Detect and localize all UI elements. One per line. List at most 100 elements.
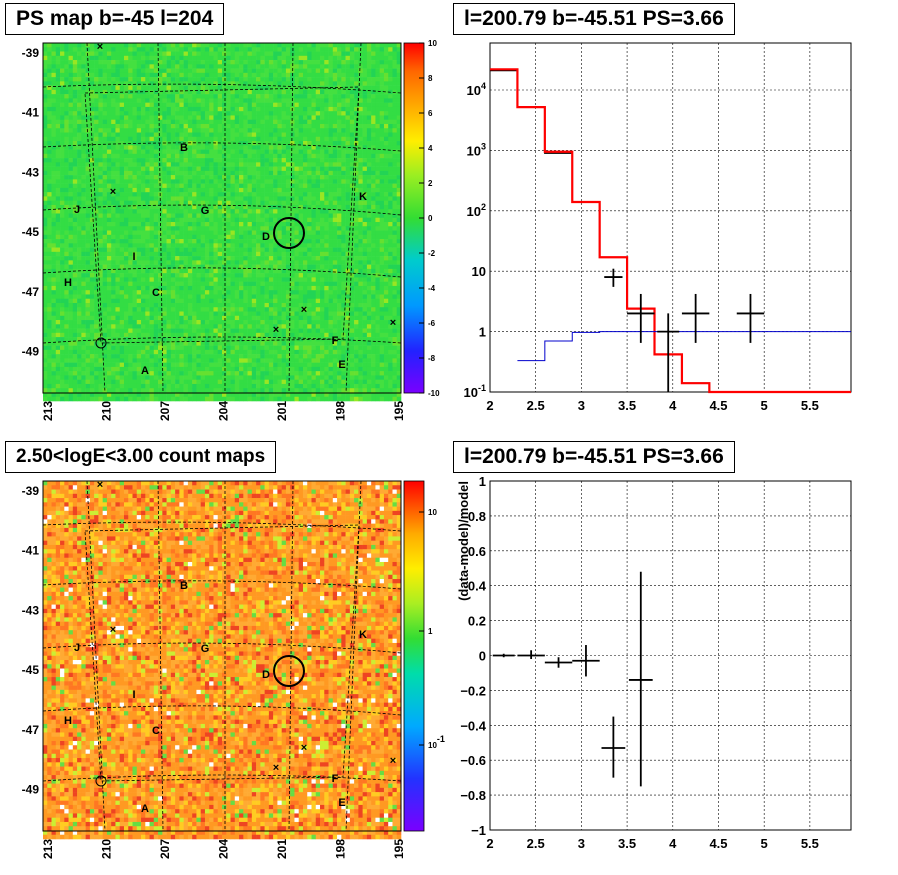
map-pixel [115, 383, 121, 389]
map-pixel [51, 337, 57, 342]
map-pixel [128, 388, 133, 393]
map-pixel [264, 392, 270, 398]
map-pixel [106, 55, 112, 61]
map-pixel [166, 392, 172, 398]
map-pixel [209, 64, 214, 69]
map-pixel [145, 72, 150, 78]
map-pixel [81, 89, 86, 95]
map-pixel [162, 362, 167, 368]
map-pixel [60, 337, 65, 342]
map-pixel [209, 111, 214, 116]
map-pixel [55, 77, 61, 82]
map-pixel [234, 366, 240, 372]
map-pixel [149, 94, 155, 99]
map-pixel [290, 89, 295, 95]
map-pixel [162, 166, 167, 172]
map-pixel [162, 204, 167, 210]
map-pixel [128, 102, 133, 108]
map-pixel [77, 388, 82, 393]
map-pixel [145, 294, 150, 300]
map-pixel [166, 123, 172, 129]
map-pixel [213, 230, 219, 236]
map-pixel [268, 302, 274, 308]
map-pixel [209, 230, 214, 236]
map-pixel [132, 307, 138, 312]
map-pixel [51, 392, 57, 398]
map-pixel [123, 383, 129, 389]
map-pixel [102, 72, 108, 78]
map-pixel [102, 115, 108, 121]
map-pixel [51, 175, 57, 180]
map-pixel [158, 102, 163, 108]
map-pixel [72, 123, 78, 129]
map-pixel [285, 362, 291, 368]
map-pixel [115, 324, 121, 329]
map-pixel [260, 111, 265, 116]
map-pixel [187, 81, 193, 86]
map-pixel [187, 145, 193, 150]
map-pixel [111, 354, 116, 359]
map-pixel [209, 204, 214, 210]
map-pixel [247, 166, 253, 172]
map-pixel [247, 94, 253, 99]
map-pixel [102, 200, 108, 206]
map-pixel [192, 260, 197, 265]
map-pixel [106, 77, 112, 82]
map-pixel [273, 166, 278, 172]
map-pixel [243, 251, 248, 257]
map-pixel [256, 234, 261, 240]
map-pixel [294, 85, 300, 91]
map-pixel [132, 234, 138, 240]
map-pixel [136, 170, 142, 176]
map-pixel [187, 213, 193, 219]
map-pixel [68, 315, 74, 321]
map-pixel [98, 247, 103, 253]
map-pixel [239, 43, 244, 48]
map-pixel [72, 187, 78, 193]
map-pixel [60, 243, 65, 248]
map-pixel [290, 149, 295, 155]
map-pixel [273, 213, 278, 219]
map-pixel [102, 290, 108, 295]
map-pixel [192, 307, 197, 312]
map-pixel [204, 102, 210, 108]
map-pixel [213, 315, 219, 321]
map-pixel [115, 43, 121, 48]
map-pixel [119, 251, 125, 257]
map-pixel [277, 106, 282, 112]
map-pixel [170, 94, 176, 99]
map-pixel [204, 81, 210, 86]
map-pixel [55, 383, 61, 389]
map-pixel [141, 375, 146, 380]
map-pixel [247, 260, 253, 265]
map-pixel [81, 175, 86, 180]
map-pixel [187, 239, 193, 244]
map-pixel [285, 345, 291, 351]
map-pixel [243, 290, 248, 295]
map-pixel [170, 98, 176, 103]
map-pixel [111, 123, 116, 129]
map-pixel [290, 383, 295, 389]
map-pixel [217, 307, 223, 312]
map-pixel [81, 358, 86, 363]
map-pixel [209, 43, 214, 48]
map-pixel [158, 119, 163, 125]
map-pixel [230, 366, 236, 372]
map-pixel [119, 239, 125, 244]
map-pixel [77, 162, 82, 167]
map-pixel [51, 243, 57, 248]
map-pixel [179, 81, 184, 86]
map-pixel [213, 379, 219, 385]
map-pixel [243, 362, 248, 368]
map-pixel [187, 217, 193, 223]
map-pixel [68, 166, 74, 172]
map-pixel [47, 77, 52, 82]
map-pixel [200, 68, 206, 74]
map-pixel [239, 170, 244, 176]
map-pixel [213, 162, 219, 167]
map-pixel [222, 145, 227, 150]
map-pixel [115, 273, 121, 278]
map-pixel [204, 192, 210, 197]
map-pixel [200, 392, 206, 398]
map-pixel [277, 256, 282, 261]
